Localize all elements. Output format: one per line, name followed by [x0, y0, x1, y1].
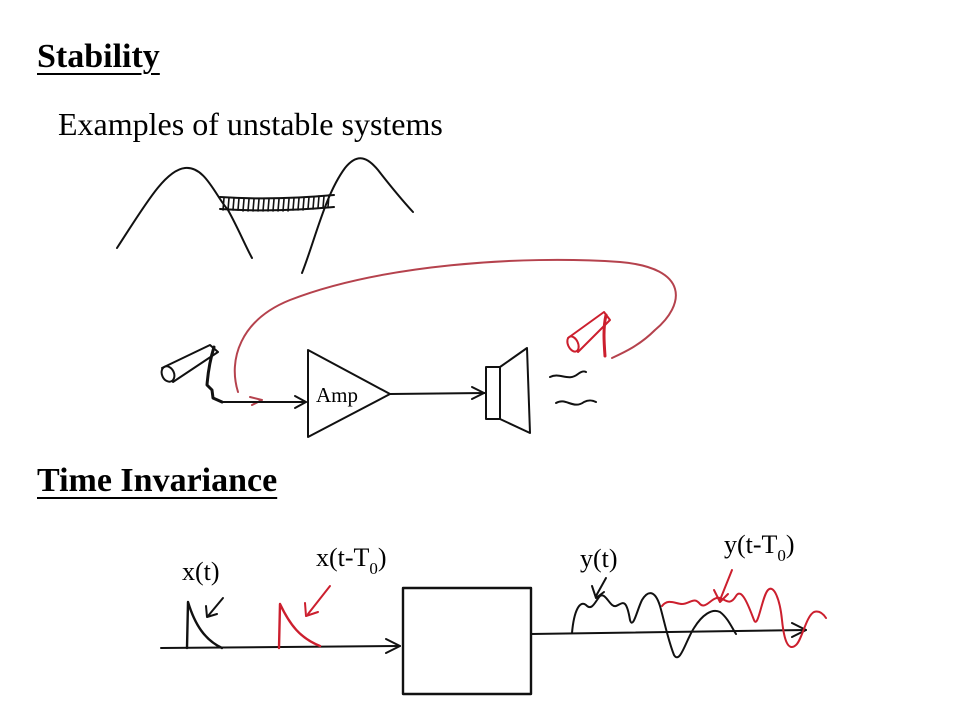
speaker-icon — [485, 347, 531, 434]
x-shift-pointer — [304, 585, 331, 617]
signal-arrow-out — [471, 386, 485, 400]
feedback-loop-path — [233, 258, 677, 393]
signal-arrow-in — [294, 395, 307, 409]
x-shift-label-close: ) — [378, 543, 387, 572]
y-shift-label-main: y(t-T — [724, 530, 778, 559]
y-t-label: y(t) — [580, 544, 618, 573]
examples-text: Examples of unstable systems — [58, 106, 443, 142]
input-axis — [160, 645, 401, 649]
feedback-arrowhead — [249, 396, 263, 406]
sound-wave-1 — [549, 370, 587, 379]
y-shift-waveform — [661, 587, 827, 648]
output-arrowhead — [791, 622, 807, 638]
time-invariance-sketch: x(t) x(t-T0) y(t) y(t-T0) — [160, 530, 827, 696]
y-t-pointer — [591, 577, 607, 599]
x-t-pulse — [185, 600, 224, 650]
y-shift-pointer — [713, 569, 733, 603]
input-arrowhead — [385, 638, 401, 654]
feedback-sketch: Amp — [160, 258, 677, 438]
y-shift-label-sub: 0 — [777, 546, 786, 565]
sound-wave-2 — [555, 399, 597, 406]
red-microphone-icon — [566, 311, 611, 358]
system-box — [401, 586, 533, 696]
x-t-pointer — [205, 597, 224, 618]
stability-heading: Stability — [37, 38, 160, 75]
y-shift-label-close: ) — [786, 530, 795, 559]
signal-line-out — [389, 392, 486, 395]
x-shift-label-sub: 0 — [369, 559, 378, 578]
time-invariance-heading: Time Invariance — [37, 462, 278, 499]
x-shift-label: x(t-T0) — [316, 543, 387, 578]
right-hill — [301, 157, 414, 274]
output-axis — [530, 629, 807, 635]
left-hill — [116, 166, 253, 259]
x-t-label: x(t) — [182, 557, 220, 586]
x-shift-pulse — [277, 602, 322, 650]
amp-label: Amp — [316, 383, 358, 407]
microphone-icon — [160, 344, 224, 404]
y-t-waveform — [571, 592, 737, 659]
bridge-sketch — [116, 157, 414, 274]
bridge-deck — [219, 194, 335, 212]
amplifier-triangle — [307, 349, 391, 438]
bridge-slats — [222, 194, 330, 212]
x-shift-label-main: x(t-T — [316, 543, 370, 572]
y-shift-label: y(t-T0) — [724, 530, 795, 565]
